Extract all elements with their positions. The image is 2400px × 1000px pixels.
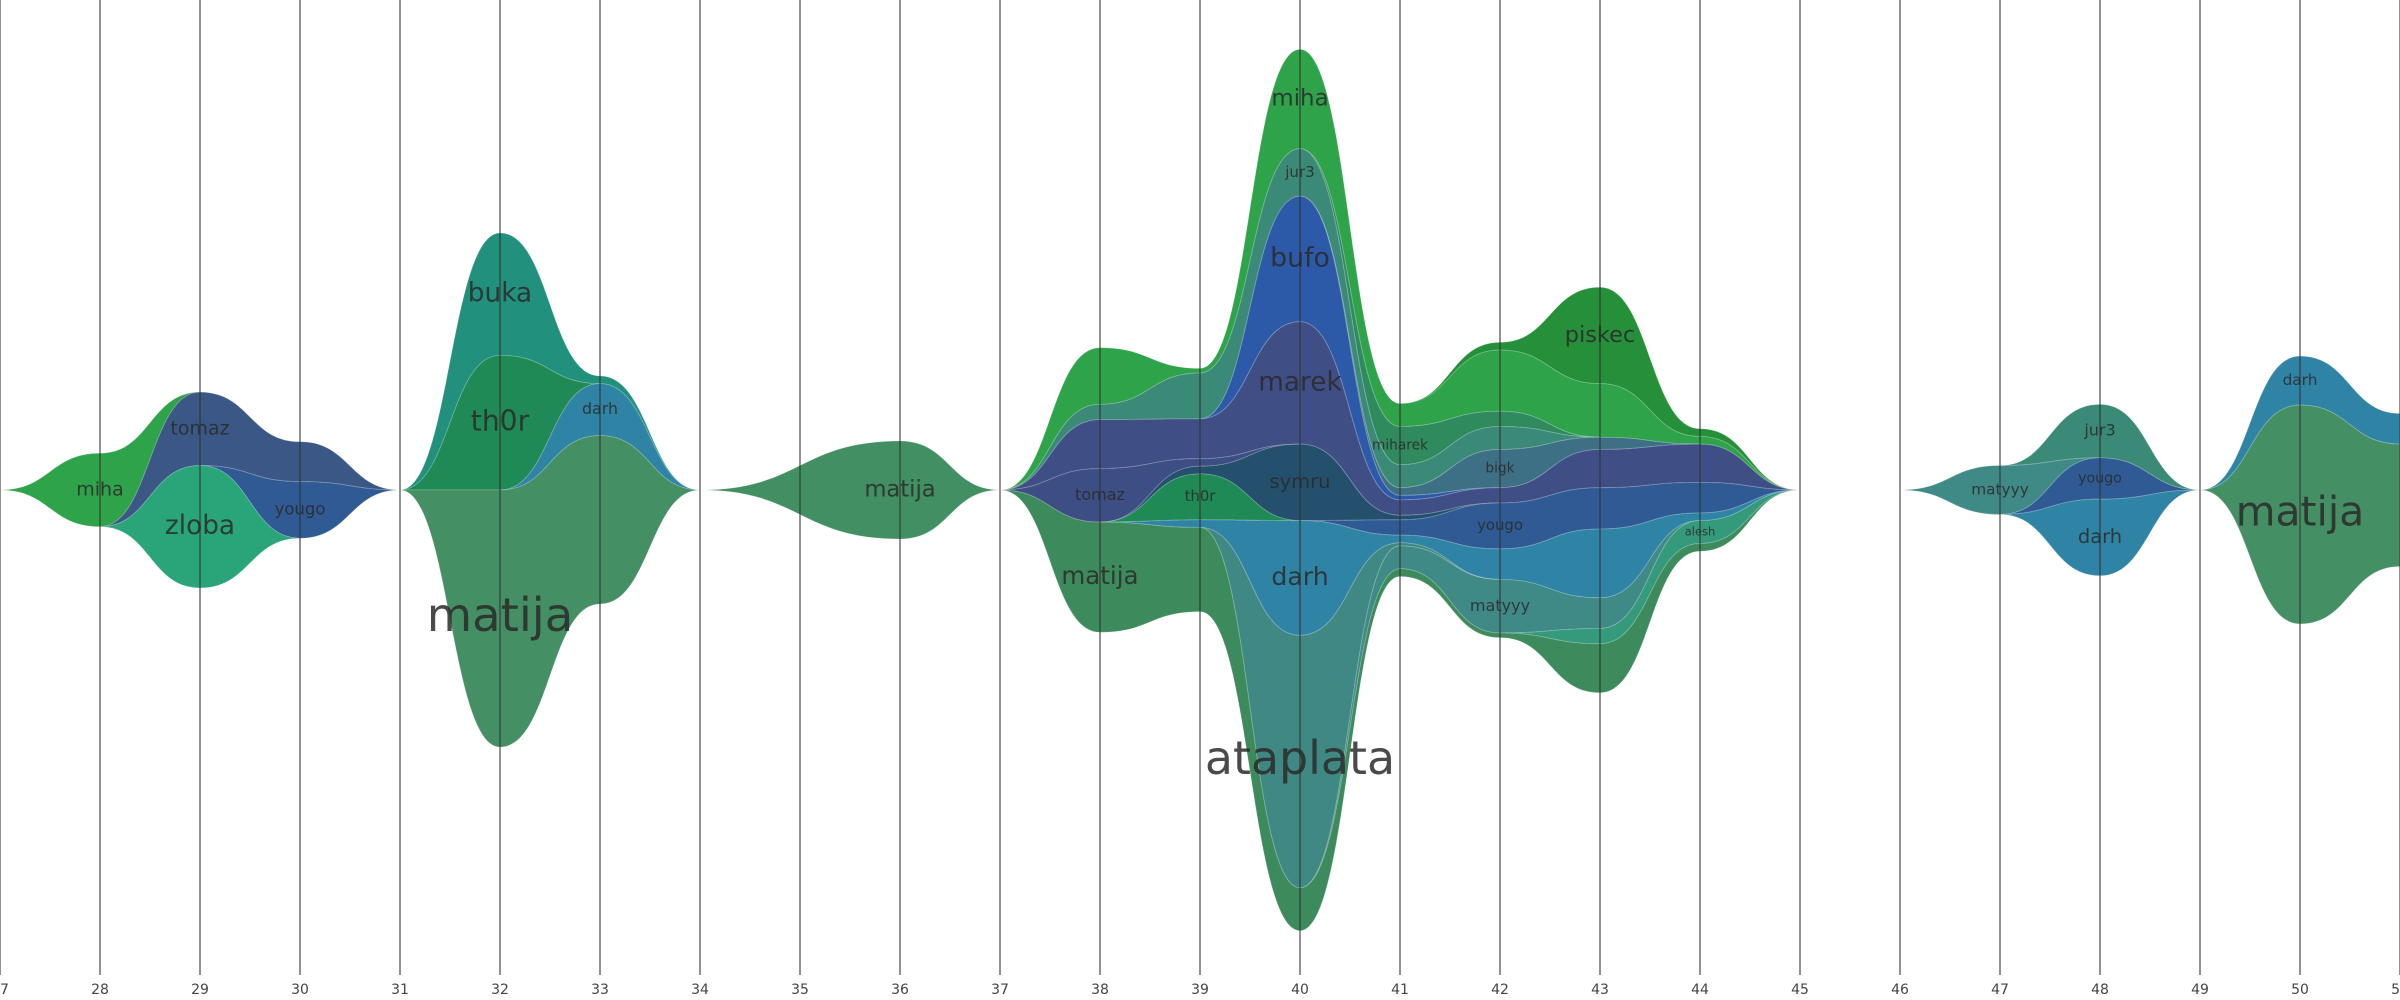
x-tick-label: 35 <box>791 982 809 998</box>
x-tick-label: 36 <box>891 982 909 998</box>
layer-label: darh <box>1271 562 1328 591</box>
x-tick-label: 27 <box>0 982 9 998</box>
x-tick-label: 49 <box>2191 982 2209 998</box>
layer-label: tomaz <box>1075 485 1125 504</box>
layer-label: tomaz <box>170 417 229 439</box>
layer-label: jur3 <box>1284 163 1315 181</box>
x-tick-label: 31 <box>391 982 409 998</box>
x-tick-label: 48 <box>2091 982 2109 998</box>
x-tick-label: 32 <box>491 982 509 998</box>
layer-label: darh <box>582 399 618 418</box>
layer-label: miha <box>1271 86 1328 112</box>
stream-layer <box>399 435 701 748</box>
layer-label: miharek <box>1372 438 1428 454</box>
layer-labels: miha tomaz yougo zloba buka th0r darh matija mat… <box>76 86 2364 785</box>
layer-label: matija <box>864 477 935 503</box>
layer-label: matija <box>427 588 574 642</box>
layer-label: bigk <box>1485 461 1514 477</box>
layer-label: darh <box>2283 371 2318 389</box>
x-tick-label: 28 <box>91 982 109 998</box>
layer-label: ataplata <box>1205 731 1395 785</box>
layer-label: th0r <box>471 405 530 438</box>
x-tick-label: 33 <box>591 982 609 998</box>
layer-label: bufo <box>1270 242 1330 273</box>
x-tick-label: 41 <box>1391 982 1409 998</box>
layer-label: zloba <box>165 511 235 541</box>
x-tick-label: 39 <box>1191 982 1209 998</box>
layer-label: yougo <box>1477 516 1523 534</box>
x-tick-label: 29 <box>191 982 209 998</box>
x-tick-label: 46 <box>1891 982 1909 998</box>
layer-label: matyyy <box>1971 481 2029 499</box>
layer-label: matija <box>1061 561 1138 590</box>
layer-label: jur3 <box>2083 421 2115 440</box>
layer-label: miha <box>76 479 123 501</box>
x-tick-label: 43 <box>1591 982 1609 998</box>
layer-label: darh <box>2078 525 2122 548</box>
layer-label: marek <box>1258 367 1342 397</box>
layer-label: yougo <box>275 499 326 518</box>
x-tick-label: 51 <box>2391 982 2400 998</box>
layer-label: matyyy <box>1470 596 1530 615</box>
layer-label: piskec <box>1565 322 1636 348</box>
layer-label: buka <box>468 279 532 309</box>
layer-label: th0r <box>1185 487 1217 505</box>
x-tick-label: 34 <box>691 982 709 998</box>
layer-label: symru <box>1270 470 1331 493</box>
layer-label: alesh <box>1685 525 1715 539</box>
layer-label: matija <box>2236 487 2364 535</box>
stream-layer <box>699 440 1001 540</box>
layer-label: yougo <box>2078 471 2122 487</box>
x-tick-label: 37 <box>991 982 1009 998</box>
x-tick-label: 40 <box>1291 982 1309 998</box>
x-tick-label: 50 <box>2291 982 2309 998</box>
x-tick-label: 45 <box>1791 982 1809 998</box>
stream-layer <box>999 148 1601 491</box>
x-tick-label: 30 <box>291 982 309 998</box>
x-tick-label: 42 <box>1491 982 1509 998</box>
x-tick-label: 44 <box>1691 982 1709 998</box>
x-tick-label: 38 <box>1091 982 1109 998</box>
x-tick-label: 47 <box>1991 982 2009 998</box>
